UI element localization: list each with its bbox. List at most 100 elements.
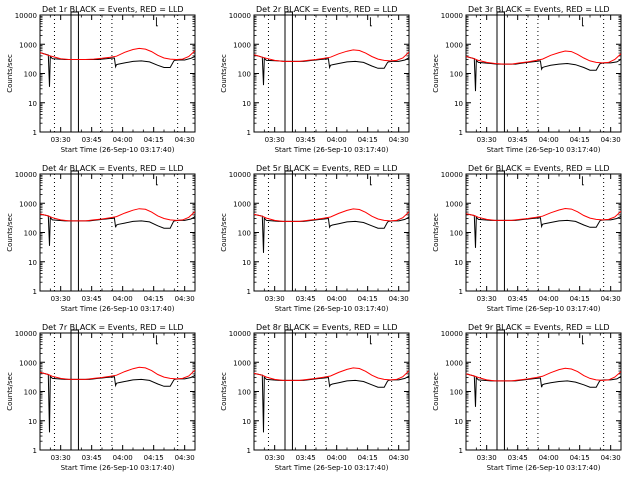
x-tick-label: 04:15: [144, 454, 164, 462]
x-tick-label: 03:30: [265, 136, 285, 144]
x-axis-label: Start Time (26-Sep-10 03:17:40): [275, 464, 389, 472]
y-tick-label: 10000: [15, 12, 37, 20]
detector-panel: Det 1r BLACK = Events, RED = LLD 1 10 100 10…: [6, 5, 196, 154]
y-tick-label: 10: [242, 418, 251, 426]
y-tick-label: 1000: [19, 359, 37, 367]
plot-frame: [39, 332, 196, 451]
corner-mark: ⌊: [581, 335, 585, 346]
plot-frame: [253, 173, 410, 292]
x-tick-label: 03:45: [82, 295, 102, 303]
detector-panel: Det 6r BLACK = Events, RED = LLD 1 10 100 10…: [432, 164, 622, 313]
y-tick-label: 1000: [19, 41, 37, 49]
series-group: [40, 208, 195, 246]
plot-title: Det 5r BLACK = Events, RED = LLD: [256, 164, 398, 173]
y-tick-label: 1: [247, 447, 251, 455]
x-axis-label: Start Time (26-Sep-10 03:17:40): [61, 464, 175, 472]
x-tick-label: 04:15: [570, 136, 590, 144]
y-tick-label: 1: [33, 129, 37, 137]
events-series-line: [40, 371, 195, 433]
corner-mark: ⌊: [155, 176, 159, 187]
lld-series-line: [466, 367, 621, 382]
lld-series-line: [40, 366, 195, 380]
y-axis-label: Counts/sec: [432, 213, 440, 252]
gate-box: [284, 329, 293, 451]
y-tick-label: 10000: [229, 12, 251, 20]
x-tick-label: 03:30: [477, 136, 497, 144]
y-tick-label: 100: [450, 389, 463, 397]
events-series-line: [40, 213, 195, 246]
events-series-line: [466, 56, 621, 92]
x-axis-label: Start Time (26-Sep-10 03:17:40): [487, 305, 601, 313]
x-tick-label: 04:30: [601, 136, 621, 144]
y-tick-label: 10: [28, 100, 37, 108]
y-tick-label: 1000: [445, 359, 463, 367]
series-group: [40, 47, 195, 87]
gate-box: [284, 11, 293, 133]
x-tick-label: 04:00: [113, 136, 133, 144]
y-axis-label: Counts/sec: [6, 213, 14, 252]
lld-series-line: [466, 50, 621, 65]
plot-title: Det 8r BLACK = Events, RED = LLD: [256, 323, 398, 332]
y-tick-label: 1000: [233, 41, 251, 49]
plot-frame: [39, 173, 196, 292]
plot-title: Det 6r BLACK = Events, RED = LLD: [468, 164, 610, 173]
lld-series-line: [254, 49, 409, 62]
gate-box: [496, 11, 505, 133]
corner-mark: ⌊: [369, 335, 373, 346]
gate-box: [284, 170, 293, 292]
y-axis-label: Counts/sec: [220, 372, 228, 411]
y-tick-label: 10000: [229, 171, 251, 179]
x-tick-label: 04:15: [144, 295, 164, 303]
events-series-line: [466, 213, 621, 248]
corner-mark: ⌊: [581, 176, 585, 187]
events-series-line: [254, 54, 409, 86]
corner-mark: ⌊: [155, 335, 159, 346]
x-tick-label: 04:15: [144, 136, 164, 144]
x-axis-label: Start Time (26-Sep-10 03:17:40): [275, 146, 389, 154]
y-tick-label: 1: [33, 447, 37, 455]
y-axis-label: Counts/sec: [432, 54, 440, 93]
x-tick-label: 03:45: [296, 295, 316, 303]
x-tick-label: 04:00: [539, 454, 559, 462]
lld-series-line: [466, 207, 621, 221]
x-tick-label: 03:30: [265, 295, 285, 303]
y-axis-label: Counts/sec: [220, 54, 228, 93]
x-tick-label: 04:30: [175, 454, 195, 462]
x-tick-label: 03:45: [82, 136, 102, 144]
y-tick-label: 100: [238, 230, 251, 238]
x-tick-label: 03:45: [508, 454, 528, 462]
y-tick-label: 100: [24, 389, 37, 397]
gate-box: [70, 170, 79, 292]
plot-frame: [253, 332, 410, 451]
x-tick-label: 04:15: [570, 295, 590, 303]
plot-frame: [253, 14, 410, 133]
lld-series-line: [254, 208, 409, 222]
y-axis-label: Counts/sec: [220, 213, 228, 252]
plot-frame: [465, 332, 622, 451]
x-tick-label: 03:45: [82, 454, 102, 462]
events-series-line: [254, 372, 409, 433]
y-tick-label: 1000: [445, 200, 463, 208]
events-series-line: [40, 52, 195, 87]
plot-frame: [39, 14, 196, 133]
corner-mark: ⌊: [369, 176, 373, 187]
lld-series-line: [40, 208, 195, 222]
y-tick-label: 10000: [441, 171, 463, 179]
x-tick-label: 03:45: [296, 454, 316, 462]
y-tick-label: 10000: [229, 330, 251, 338]
plot-frame: [465, 14, 622, 133]
y-tick-label: 100: [238, 71, 251, 79]
y-tick-label: 10: [242, 259, 251, 267]
corner-mark: ⌊: [155, 17, 159, 28]
x-tick-label: 04:00: [539, 136, 559, 144]
plot-frame: [465, 173, 622, 292]
detector-panel: Det 5r BLACK = Events, RED = LLD 1 10 100 10…: [220, 164, 410, 313]
y-tick-label: 1000: [445, 41, 463, 49]
plot-title: Det 3r BLACK = Events, RED = LLD: [468, 5, 610, 14]
series-group: [466, 50, 621, 92]
x-tick-label: 04:00: [539, 295, 559, 303]
corner-mark: ⌊: [581, 17, 585, 28]
x-axis-label: Start Time (26-Sep-10 03:17:40): [61, 305, 175, 313]
x-axis-label: Start Time (26-Sep-10 03:17:40): [487, 464, 601, 472]
x-tick-label: 03:30: [265, 454, 285, 462]
